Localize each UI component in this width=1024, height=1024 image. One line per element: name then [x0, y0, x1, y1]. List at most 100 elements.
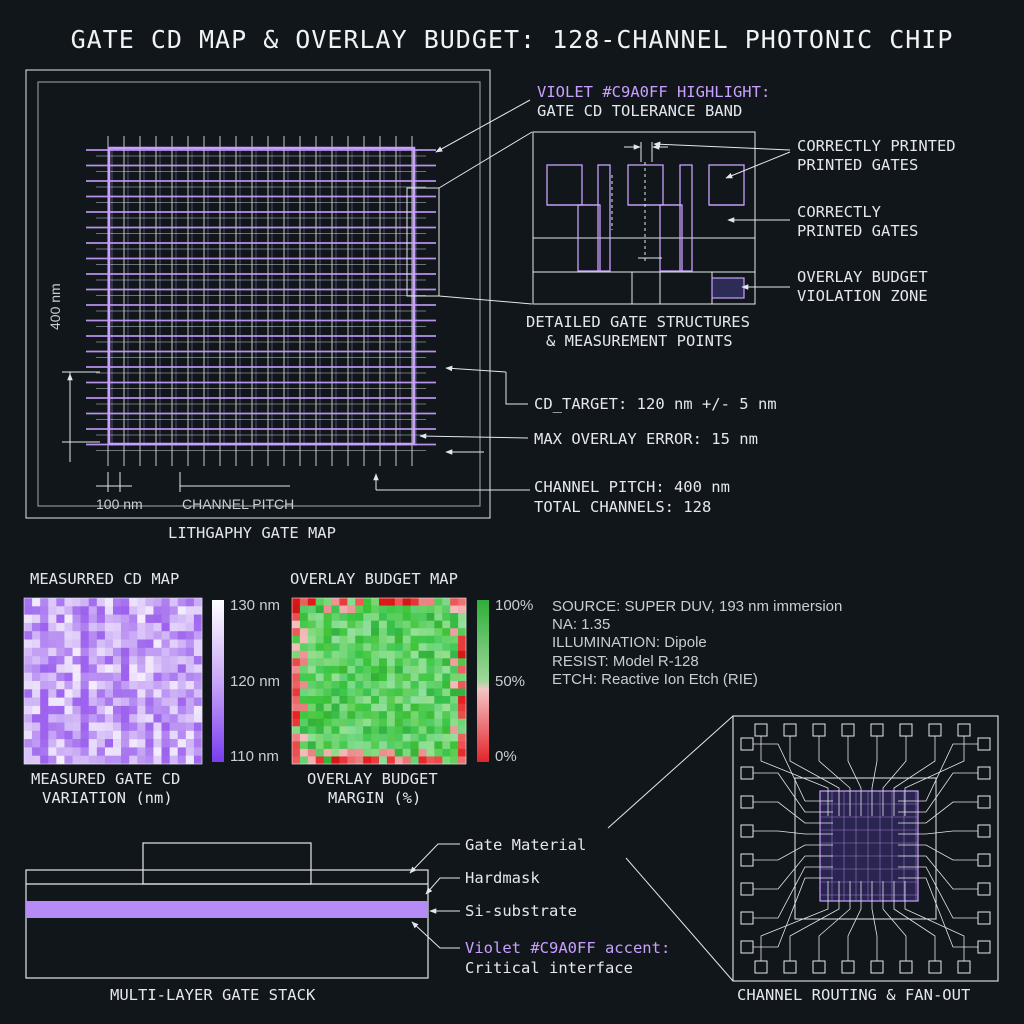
overlay-cell	[371, 613, 380, 621]
routing-pad	[740, 940, 754, 954]
overlay-cell	[394, 673, 404, 682]
overlay-cell	[371, 620, 380, 629]
overlay-cell	[450, 665, 459, 674]
max-overlay-label: MAX OVERLAY ERROR: 15 nm	[534, 430, 758, 448]
cd-cell	[193, 672, 203, 682]
overlay-cell	[386, 688, 396, 697]
overlay-cell	[450, 733, 459, 742]
overlay-cell	[386, 635, 396, 644]
cd-cell	[72, 614, 81, 624]
overlay-cell	[363, 665, 372, 674]
overlay-cell	[292, 703, 301, 712]
cd-cell	[56, 681, 65, 690]
overlay-cell	[379, 733, 388, 742]
overlay-cell	[434, 726, 443, 735]
overlay-cell	[442, 620, 451, 629]
cd-cell	[88, 697, 98, 707]
overlay-cell	[379, 711, 388, 720]
overlay-cell	[363, 613, 372, 621]
overlay-cell	[299, 726, 309, 735]
overlay-cell	[292, 628, 301, 637]
overlay-cell	[299, 650, 309, 659]
routing-trace	[904, 736, 965, 816]
overlay-cell	[426, 650, 435, 659]
cd-cell	[161, 622, 170, 632]
cd-cell	[24, 722, 33, 732]
cd-cell	[64, 714, 73, 723]
cd-cell	[145, 672, 154, 682]
overlay-cell	[450, 628, 459, 637]
cd-cell	[80, 714, 90, 723]
cd-cell	[193, 598, 203, 607]
overlay-cell	[307, 756, 317, 765]
cd-cell	[72, 631, 81, 640]
overlay-cell	[442, 703, 451, 712]
overlay-cell	[450, 635, 459, 644]
cd-cell	[88, 672, 98, 682]
routing-trace	[753, 743, 833, 802]
overlay-cell	[315, 703, 324, 712]
routing-trace	[898, 844, 978, 861]
routing-pad	[740, 766, 754, 780]
overlay-cell	[363, 741, 372, 750]
cd-cell	[145, 689, 154, 698]
cd-cell	[72, 598, 81, 607]
cd-cell	[80, 672, 90, 682]
cd-cell	[72, 656, 81, 665]
dim-vertical-label: 400 nm	[47, 283, 63, 330]
overlay-cell	[315, 650, 324, 659]
cd-cell	[72, 664, 81, 673]
overlay-cell	[339, 748, 348, 757]
routing-trace	[898, 855, 978, 890]
cd-cell	[169, 722, 179, 732]
overlay-cell	[418, 673, 427, 682]
overlay-cell	[363, 696, 372, 704]
cd-cell	[104, 639, 114, 649]
overlay-cell	[434, 756, 443, 765]
overlay-cell	[315, 711, 324, 720]
overlay-cell	[450, 650, 459, 659]
routing-trace	[847, 881, 862, 961]
ov-scale-max: 100%	[495, 597, 534, 614]
cd-cell	[113, 681, 122, 690]
cd-cell	[88, 606, 98, 615]
overlay-cell	[410, 598, 419, 606]
overlay-cell	[323, 696, 332, 704]
overlay-cell	[331, 726, 340, 735]
cd-cell	[56, 689, 65, 698]
overlay-cell	[292, 613, 301, 621]
overlay-caption-a: OVERLAY BUDGET	[307, 770, 438, 788]
overlay-cell	[339, 688, 348, 697]
overlay-cell	[307, 733, 317, 742]
overlay-cell	[442, 658, 451, 667]
overlay-cell	[299, 673, 309, 682]
overlay-cell	[426, 613, 435, 621]
routing-trace	[871, 881, 878, 961]
cd-cell	[104, 747, 114, 756]
overlay-cell	[299, 620, 309, 629]
correct-gates-label-2b: PRINTED GATES	[797, 222, 919, 240]
overlay-cell	[355, 605, 364, 614]
cd-cell	[113, 705, 122, 715]
overlay-cell	[458, 628, 467, 637]
overlay-cell	[410, 665, 419, 674]
overlay-cell	[307, 635, 317, 644]
correct-gates-label-2a: CORRECTLY	[797, 203, 881, 221]
overlay-cell	[331, 658, 340, 667]
overlay-cell	[299, 605, 309, 614]
overlay-cell	[331, 673, 340, 682]
overlay-cell	[402, 628, 411, 637]
overlay-cell	[410, 748, 419, 757]
cd-cell	[32, 681, 41, 690]
overlay-cell	[339, 703, 348, 712]
spec-resist: RESIST: Model R-128	[552, 652, 699, 670]
overlay-cell	[410, 681, 419, 689]
cd-cell	[72, 739, 81, 748]
overlay-cell	[347, 711, 356, 720]
cd-cell	[56, 631, 65, 640]
stack-leaders	[409, 843, 460, 949]
cd-cell	[40, 722, 49, 732]
cd-cell	[145, 598, 154, 607]
cd-cell	[24, 714, 33, 723]
stack-substrate: Si-substrate	[465, 902, 577, 920]
